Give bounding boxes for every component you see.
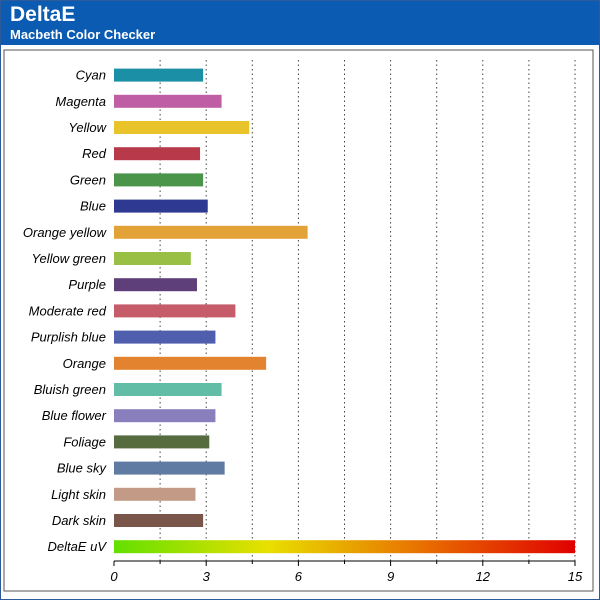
bar-blue-flower (114, 409, 216, 423)
x-tick-label: 0 (110, 569, 118, 584)
grid (3, 49, 594, 592)
chart-subtitle: Macbeth Color Checker (10, 27, 156, 42)
category-label: Blue flower (42, 408, 107, 423)
category-label: Yellow (68, 120, 107, 135)
bar-orange (114, 356, 267, 370)
x-tick-label: 6 (295, 569, 303, 584)
bar-dark-skin (114, 514, 204, 527)
bar-light-skin (114, 487, 196, 501)
bar-blue (114, 199, 208, 213)
x-tick-label: 9 (387, 569, 394, 584)
category-label: Green (70, 172, 106, 187)
bar-yellow (114, 121, 250, 134)
bar-deltae-uv (114, 540, 575, 554)
category-label: Magenta (55, 94, 106, 109)
category-label: Blue (80, 199, 106, 214)
chart-header: DeltaE Macbeth Color Checker (1, 1, 599, 45)
category-label: Yellow green (32, 251, 106, 266)
bar-blue-sky (114, 461, 225, 475)
category-labels: Cyan Magenta Yellow Red Green Blue Orange yell… (23, 68, 108, 555)
bar-moderate-red (114, 304, 236, 318)
bar-red (114, 147, 201, 161)
chart-title: DeltaE (10, 3, 76, 26)
x-tick-label: 12 (476, 569, 491, 584)
category-label: Cyan (76, 68, 106, 83)
bar-cyan (114, 68, 204, 82)
category-label: Red (82, 146, 107, 161)
category-label: Orange (63, 356, 106, 371)
x-tick-label: 3 (203, 569, 211, 584)
x-tick-label: 15 (568, 569, 583, 584)
category-label: Foliage (63, 434, 106, 449)
category-label: Purple (68, 277, 106, 292)
bar-bluish-green (114, 383, 222, 396)
category-label: Orange yellow (23, 225, 108, 240)
bars (114, 68, 575, 554)
bar-purplish-blue (114, 330, 216, 344)
category-label: Light skin (51, 487, 106, 502)
category-label: Bluish green (34, 382, 106, 397)
category-label: Moderate red (29, 303, 107, 318)
bar-orange-yellow (114, 225, 308, 239)
bar-magenta (114, 94, 222, 108)
x-axis: 0 3 6 9 12 15 (110, 560, 583, 584)
category-label: DeltaE uV (47, 539, 107, 554)
bar-purple (114, 278, 197, 292)
bar-green (114, 173, 204, 187)
category-label: Blue sky (57, 461, 108, 476)
category-label: Dark skin (52, 513, 106, 528)
category-label: Purplish blue (31, 330, 106, 345)
plot-area-border (3, 49, 594, 592)
bar-yellow-green (114, 252, 191, 265)
bar-foliage (114, 435, 210, 449)
